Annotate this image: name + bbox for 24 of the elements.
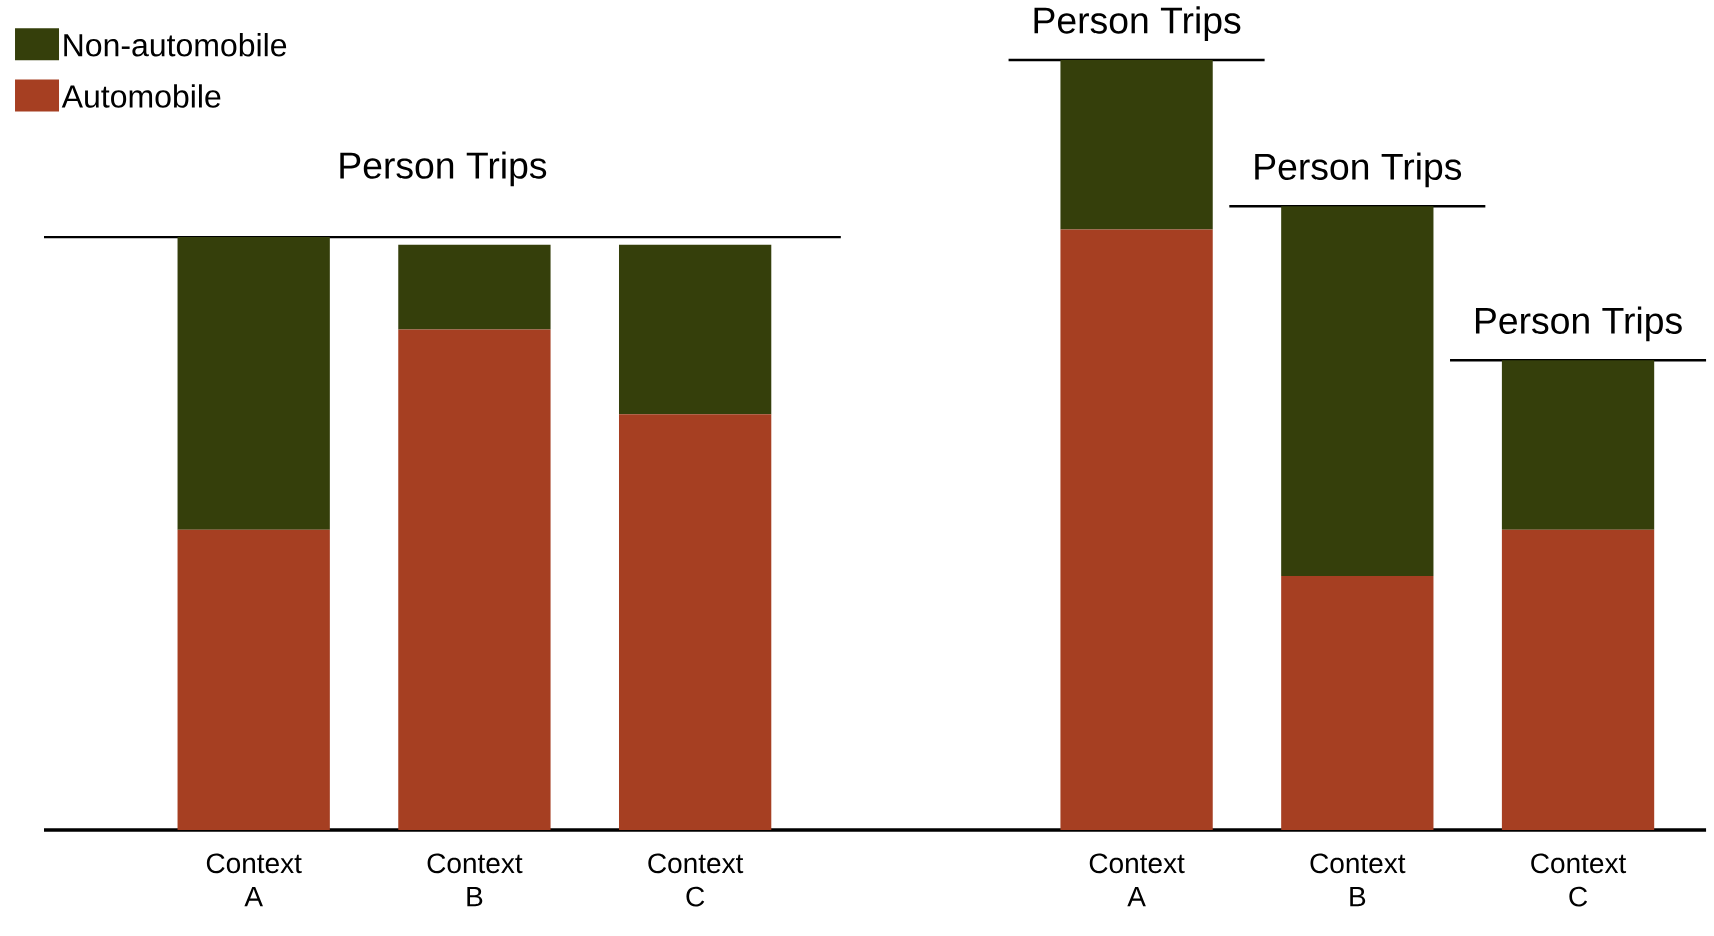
ref-line-label: Person Trips — [340, 151, 547, 187]
bar — [1281, 206, 1434, 576]
x-tick-label: Context C — [1531, 853, 1627, 907]
bar — [1060, 229, 1213, 830]
bar — [1501, 360, 1655, 530]
bar — [1501, 529, 1655, 830]
bar — [1060, 59, 1213, 230]
text: Person Trips — [1034, 6, 1241, 42]
annotation: Person Trips — [1475, 306, 1682, 342]
bar — [618, 244, 772, 415]
x-tick-label: Context C — [648, 853, 744, 907]
x-tick-label: Context A — [1089, 853, 1185, 907]
x-tick-label: Context B — [1310, 853, 1406, 907]
bar — [177, 237, 330, 530]
bar — [177, 529, 330, 830]
legend-label: Non-automobile — [64, 33, 287, 57]
bar — [618, 414, 772, 830]
bar — [398, 329, 551, 830]
annotation: Person Trips — [1255, 152, 1462, 188]
legend-label: Automobile — [61, 84, 221, 108]
bar — [1281, 575, 1434, 830]
x-tick-label: Context B — [427, 853, 523, 907]
bar — [398, 244, 551, 330]
x-tick-label: Context A — [206, 853, 302, 907]
